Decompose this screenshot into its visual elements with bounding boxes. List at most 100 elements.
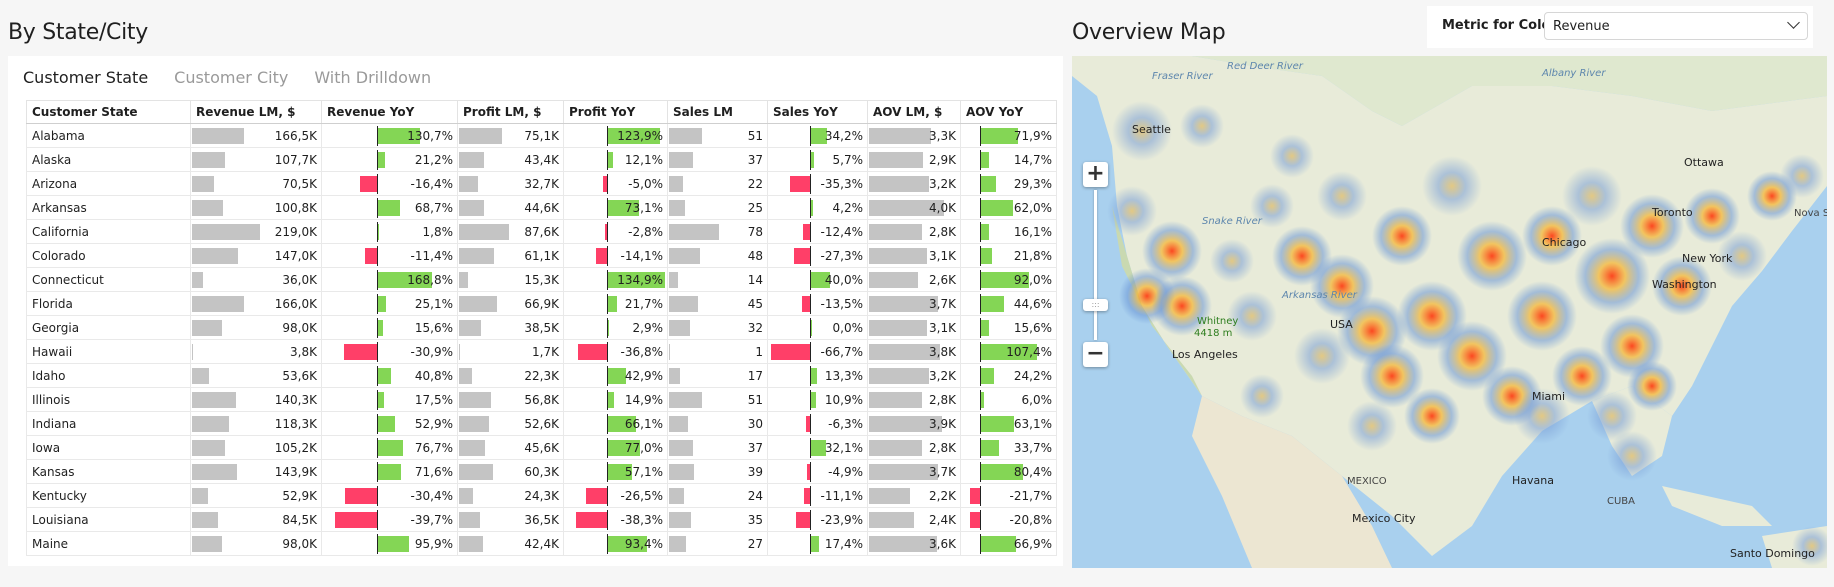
cell-prof: 24,3K <box>457 483 564 508</box>
cell-value: 107,4% <box>1006 345 1052 359</box>
cell-aov-yoy: 92,0% <box>960 267 1057 292</box>
table-row[interactable]: Arizona 70,5K -16,4% 32,7K -5,0% 22 -35,3% 3,2K… <box>26 171 1057 196</box>
positive-bar <box>608 464 632 480</box>
table-row[interactable]: Arkansas 100,8K 68,7% 44,6K 73,1% 25 4,2% 4,0K 6… <box>26 195 1057 220</box>
cell-aov-yoy: -20,8% <box>960 507 1057 532</box>
value-bar <box>459 320 481 336</box>
table-row[interactable]: Iowa 105,2K 76,7% 45,6K 77,0% 37 32,1% 2,8K 33,7… <box>26 435 1057 460</box>
cell-value: 15,6% <box>1013 321 1052 335</box>
zoom-slider-track[interactable] <box>1094 190 1097 340</box>
zoom-slider-handle[interactable]: ::: <box>1083 299 1108 311</box>
cell-aov-yoy: 44,6% <box>960 291 1057 316</box>
cell-value: 2,8K <box>929 393 956 407</box>
cell-value: 36,5K <box>524 513 559 527</box>
table-row[interactable]: Idaho 53,6K 40,8% 22,3K 42,9% 17 13,3% 3,2K 24,2… <box>26 363 1057 388</box>
table-row[interactable]: Georgia 98,0K 15,6% 38,5K 2,9% 32 0,0% 3,1K 15,6… <box>26 315 1057 340</box>
metric-select[interactable]: Revenue <box>1544 12 1808 40</box>
cell-sales: 14 <box>667 267 768 292</box>
value-bar <box>192 440 225 456</box>
cell-rev-yoy: 52,9% <box>321 411 458 436</box>
column-header[interactable]: AOV YoY <box>960 100 1057 124</box>
tab-customer-city[interactable]: Customer City <box>174 68 289 87</box>
cell-value: 42,4K <box>524 537 559 551</box>
tab-with-drilldown[interactable]: With Drilldown <box>314 68 432 87</box>
cell-prof-yoy: -5,0% <box>563 171 668 196</box>
cell-customer-state: Alabama <box>26 123 191 148</box>
cell-value: 3,7K <box>929 465 956 479</box>
table-row[interactable]: Kansas 143,9K 71,6% 60,3K 57,1% 39 -4,9% 3,7K 80… <box>26 459 1057 484</box>
value-bar <box>669 296 698 312</box>
overview-map[interactable]: Fraser River Red Deer River Albany River… <box>1072 56 1827 568</box>
bar-axis <box>980 414 981 434</box>
value-bar <box>459 200 485 216</box>
cell-value: 3,6K <box>929 537 956 551</box>
positive-bar <box>608 200 639 216</box>
cell-aov: 3,2K <box>867 363 961 388</box>
cell-rev: 107,7K <box>190 147 322 172</box>
table-row[interactable]: California 219,0K 1,8% 87,6K -2,8% 78 -12,4% 2,… <box>26 219 1057 244</box>
column-header[interactable]: Revenue LM, $ <box>190 100 322 124</box>
zoom-in-button[interactable]: + <box>1083 162 1108 187</box>
negative-bar <box>334 512 377 528</box>
table-row[interactable]: Hawaii 3,8K -30,9% 1,7K -36,8% 1 -66,7% 3,8K 107… <box>26 339 1057 364</box>
bar-axis <box>810 366 811 386</box>
positive-bar <box>981 440 999 456</box>
cell-rev-yoy: 68,7% <box>321 195 458 220</box>
bar-axis <box>980 462 981 482</box>
column-header[interactable]: Profit LM, $ <box>457 100 564 124</box>
value-bar <box>459 224 509 240</box>
table-row[interactable]: Alabama 166,5K 130,7% 75,1K 123,9% 51 34,2% 3,3… <box>26 123 1057 148</box>
table-row[interactable]: Alaska 107,7K 21,2% 43,4K 12,1% 37 5,7% 2,9K 14,… <box>26 147 1057 172</box>
cell-prof-yoy: 123,9% <box>563 123 668 148</box>
table-row[interactable]: Connecticut 36,0K 168,8% 15,3K 134,9% 14 40,0%… <box>26 267 1057 292</box>
cell-rev: 143,9K <box>190 459 322 484</box>
table-row[interactable]: Florida 166,0K 25,1% 66,9K 21,7% 45 -13,5% 3,7K… <box>26 291 1057 316</box>
cell-sales-yoy: -6,3% <box>767 411 868 436</box>
cell-aov: 3,6K <box>867 531 961 556</box>
cell-sales: 51 <box>667 123 768 148</box>
heatmap <box>1107 101 1827 566</box>
cell-value: 134,9% <box>617 273 663 287</box>
positive-bar <box>378 464 401 480</box>
table-row[interactable]: Kentucky 52,9K -30,4% 24,3K -26,5% 24 -11,1% 2,… <box>26 483 1057 508</box>
section-title-by-state-city: By State/City <box>8 20 148 45</box>
cell-value: 71,9% <box>1013 129 1052 143</box>
cell-value: 32 <box>747 321 763 335</box>
bar-axis <box>810 150 811 170</box>
map-label-los-angeles: Los Angeles <box>1172 348 1238 361</box>
value-bar <box>869 464 939 480</box>
column-header[interactable]: Profit YoY <box>563 100 668 124</box>
map-label-usa: USA <box>1330 318 1353 331</box>
zoom-out-button[interactable]: − <box>1083 342 1108 367</box>
cell-rev: 105,2K <box>190 435 322 460</box>
column-header[interactable]: Sales LM <box>667 100 768 124</box>
cell-aov: 3,8K <box>867 339 961 364</box>
cell-value: 147,0K <box>274 249 317 263</box>
cell-sales-yoy: -27,3% <box>767 243 868 268</box>
negative-bar <box>802 296 810 312</box>
positive-bar <box>608 320 610 336</box>
table-row[interactable]: Colorado 147,0K -11,4% 61,1K -14,1% 48 -27,3% 3… <box>26 243 1057 268</box>
map-label-whitney-elev: 4418 m <box>1194 328 1233 339</box>
negative-bar <box>364 248 377 264</box>
column-header[interactable]: AOV LM, $ <box>867 100 961 124</box>
cell-prof: 44,6K <box>457 195 564 220</box>
table-row[interactable]: Maine 98,0K 95,9% 42,4K 93,4% 27 17,4% 3,6K 66,9… <box>26 531 1057 556</box>
table-row[interactable]: Indiana 118,3K 52,9% 52,6K 66,1% 30 -6,3% 3,9K 6… <box>26 411 1057 436</box>
column-header[interactable]: Revenue YoY <box>321 100 458 124</box>
column-header[interactable]: Customer State <box>26 100 191 124</box>
cell-sales-yoy: 17,4% <box>767 531 868 556</box>
bar-axis <box>980 486 981 506</box>
cell-value: 2,9K <box>929 153 956 167</box>
table-row[interactable]: Illinois 140,3K 17,5% 56,8K 14,9% 51 10,9% 2,8K… <box>26 387 1057 412</box>
cell-prof-yoy: 57,1% <box>563 459 668 484</box>
column-header[interactable]: Sales YoY <box>767 100 868 124</box>
cell-value: -4,9% <box>828 465 863 479</box>
tab-customer-state[interactable]: Customer State <box>23 68 149 87</box>
cell-prof: 56,8K <box>457 387 564 412</box>
bar-axis <box>980 390 981 410</box>
bar-axis <box>377 198 378 218</box>
cell-aov-yoy: 6,0% <box>960 387 1057 412</box>
table-row[interactable]: Louisiana 84,5K -39,7% 36,5K -38,3% 35 -23,9% 2… <box>26 507 1057 532</box>
cell-value: -39,7% <box>410 513 453 527</box>
